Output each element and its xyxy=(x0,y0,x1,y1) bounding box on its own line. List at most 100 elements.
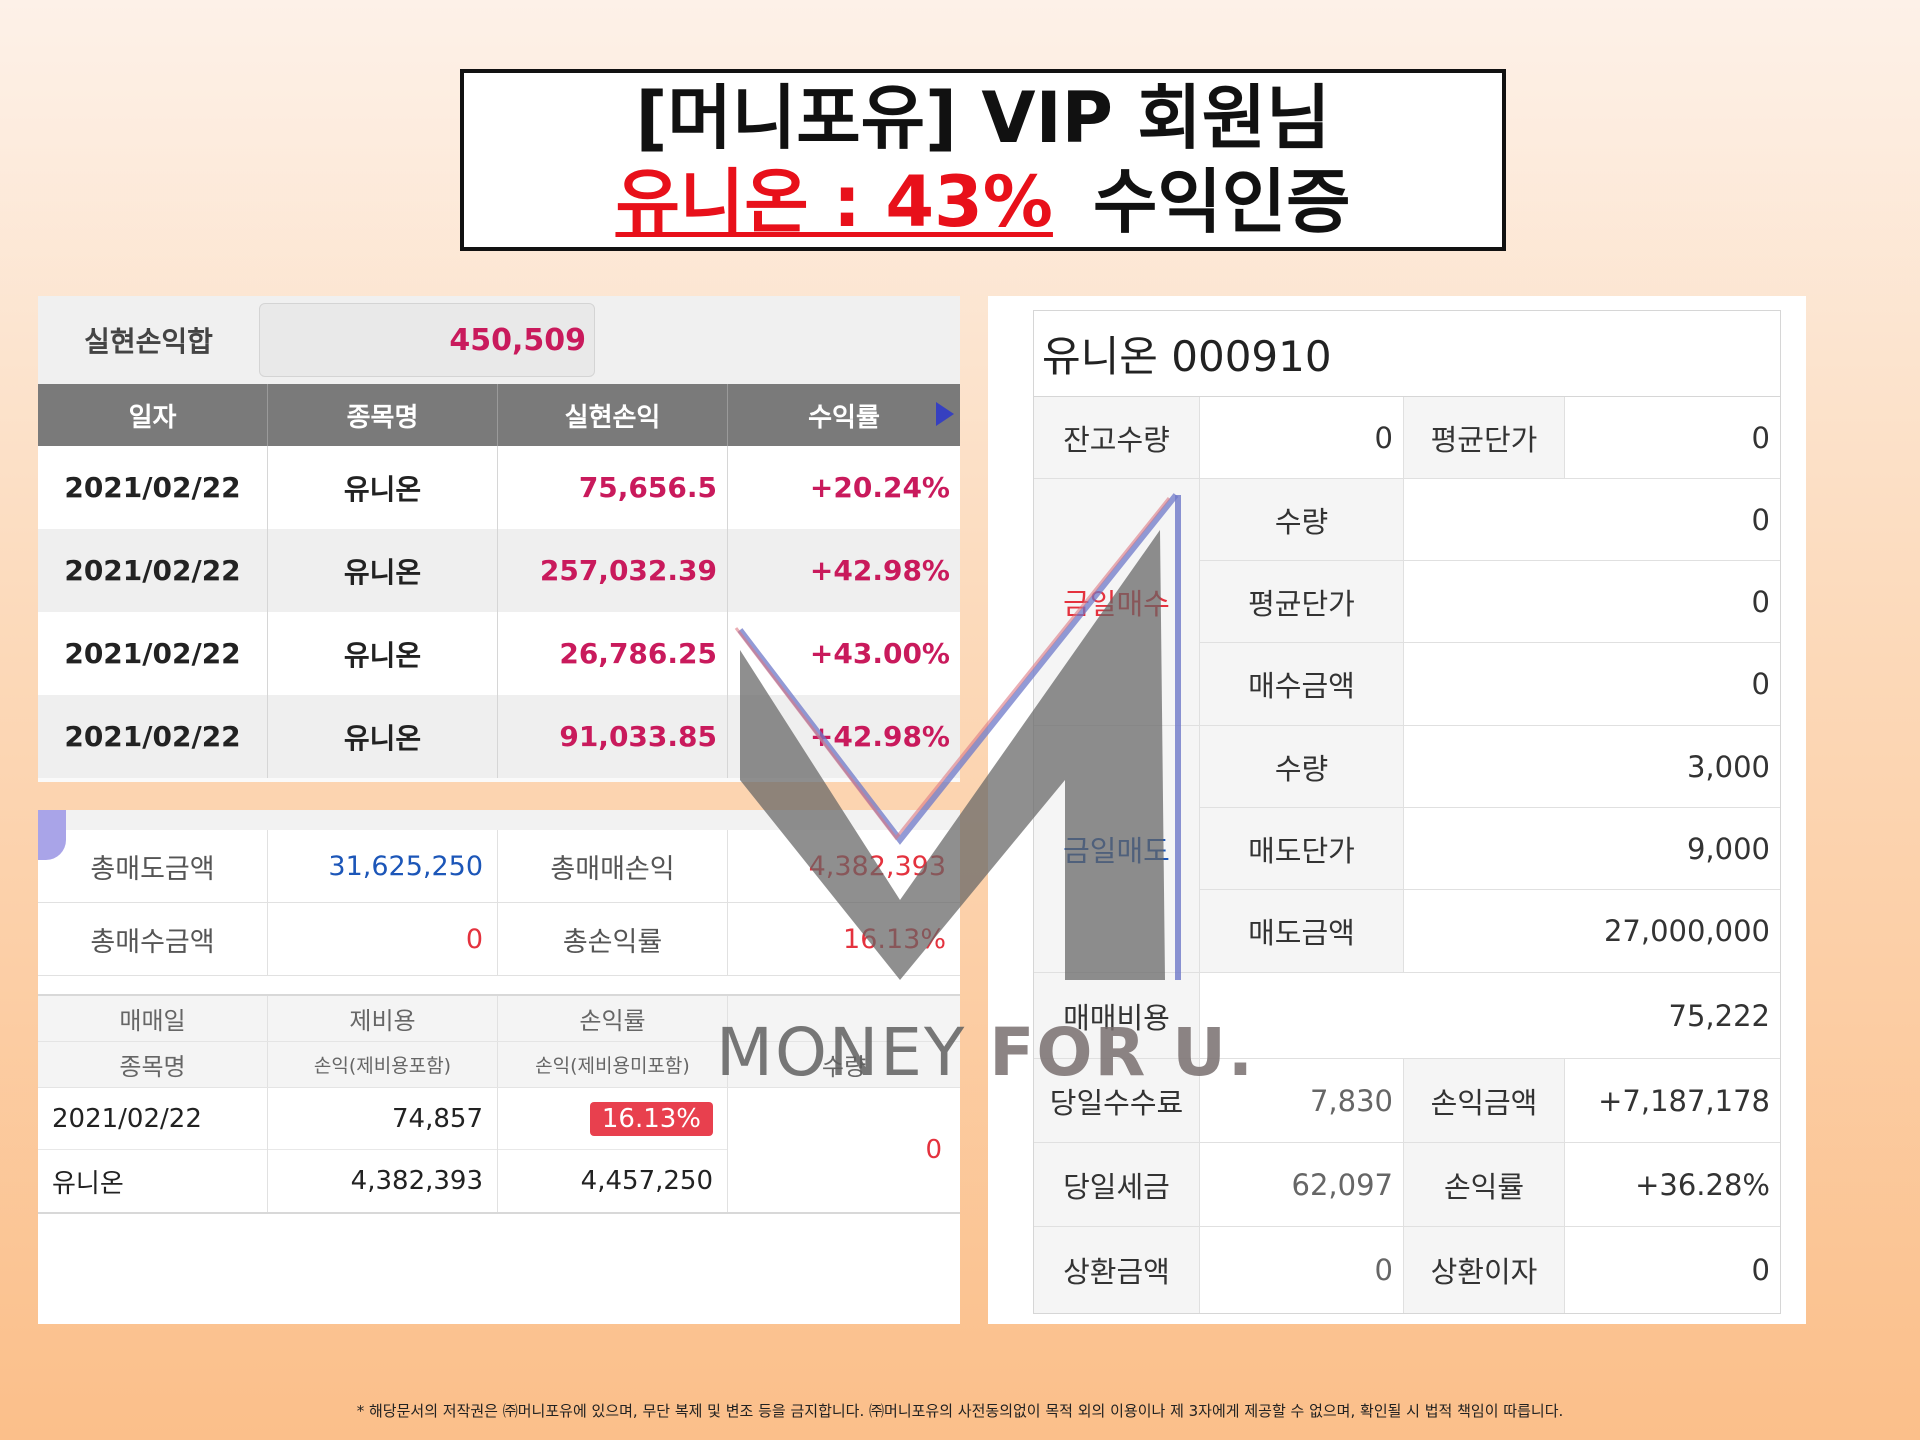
detail-col-2: 74,857 4,382,393 xyxy=(268,1088,498,1212)
realized-pnl-panel: 실현손익합 450,509 일자 종목명 실현손익 수익률 2021/02/22… xyxy=(38,296,960,782)
repay-row: 상환금액 0 상환이자 0 xyxy=(1034,1227,1780,1313)
total-sell-label: 총매도금액 xyxy=(38,830,268,902)
table-row[interactable]: 2021/02/22 유니온 26,786.25 +43.00% xyxy=(38,612,960,695)
watermark-text: MONEY FOR U. xyxy=(716,1014,1255,1091)
day-fee-label: 당일수수료 xyxy=(1034,1059,1200,1142)
detail-header-1: 매매일 제비용 손익률 xyxy=(38,996,960,1042)
balance-qty-value: 0 xyxy=(1200,397,1404,478)
balance-qty-label: 잔고수량 xyxy=(1034,397,1200,478)
row-name: 유니온 xyxy=(268,529,498,612)
total-trade-pnl-value: 4,382,393 xyxy=(808,850,946,882)
header-rate[interactable]: 수익률 xyxy=(728,384,960,446)
detail-fees: 74,857 xyxy=(268,1088,497,1151)
detail-pnl-incl: 4,382,393 xyxy=(350,1166,483,1196)
total-rate-label: 총손익률 xyxy=(498,903,728,975)
row-name: 유니온 xyxy=(268,695,498,778)
detail-trade-date: 2021/02/22 xyxy=(38,1088,267,1151)
panel-accent-tab xyxy=(38,810,66,860)
header-pnl[interactable]: 실현손익 xyxy=(498,384,728,446)
table-row[interactable]: 2021/02/22 유니온 257,032.39 +42.98% xyxy=(38,529,960,612)
buy-qty-value: 0 xyxy=(1751,502,1770,537)
buy-amount-row: 매수금액 0 xyxy=(1200,643,1780,725)
row-date: 2021/02/22 xyxy=(38,529,268,612)
buy-qty-label: 수량 xyxy=(1200,479,1404,560)
day-tax-value: 62,097 xyxy=(1200,1143,1404,1226)
row-rate: +42.98% xyxy=(809,554,950,587)
day-fee-value: 7,830 xyxy=(1200,1059,1404,1142)
pnl-amount-label: 손익금액 xyxy=(1404,1059,1565,1142)
title-rest: 수익인증 xyxy=(1092,161,1351,243)
day-tax-label: 당일세금 xyxy=(1034,1143,1200,1226)
trade-cost-value: 75,222 xyxy=(1668,998,1770,1033)
watermark-text-bold: FOR U. xyxy=(989,1014,1255,1091)
today-buy-group: 금일매수 수량 0 평균단가 0 매수금액 0 xyxy=(1034,479,1780,726)
detail-h-pnl-rate: 손익률 xyxy=(498,996,728,1041)
repay-amount-value: 0 xyxy=(1200,1227,1404,1313)
sell-price-row: 매도단가 9,000 xyxy=(1200,808,1780,890)
total-buy-value: 0 xyxy=(268,903,498,975)
detail-h-qty: 수량 xyxy=(821,1053,867,1081)
header-name[interactable]: 종목명 xyxy=(268,384,498,446)
detail-h-fees: 제비용 xyxy=(268,996,498,1041)
detail-header-2: 종목명 손익(제비용포함) 손익(제비용미포함) 수량 xyxy=(38,1042,960,1088)
buy-avg-row: 평균단가 0 xyxy=(1200,561,1780,643)
buy-amount-value: 0 xyxy=(1751,667,1770,701)
sell-qty-row: 수량 3,000 xyxy=(1200,726,1780,808)
total-rate-value: 16.13% xyxy=(843,923,946,955)
row-pnl: 26,786.25 xyxy=(498,612,728,695)
tax-row: 당일세금 62,097 손익률 +36.28% xyxy=(1034,1143,1780,1227)
detail-h-pnl-incl: 손익(제비용포함) xyxy=(268,1042,498,1087)
today-sell-group: 금일매도 수량 3,000 매도단가 9,000 매도금액 27,000,000 xyxy=(1034,726,1780,973)
trade-cost-label: 매매비용 xyxy=(1034,973,1200,1058)
total-trade-pnl-label: 총매매손익 xyxy=(498,830,728,902)
detail-name: 유니온 xyxy=(52,1168,124,1199)
fee-row: 당일수수료 7,830 손익금액 +7,187,178 xyxy=(1034,1059,1780,1143)
header-date[interactable]: 일자 xyxy=(38,384,268,446)
buy-qty-row: 수량 0 xyxy=(1200,479,1780,561)
avg-price-value: 0 xyxy=(1751,420,1770,455)
buy-avg-value: 0 xyxy=(1751,584,1770,619)
pnl-rate-value: +36.28% xyxy=(1635,1167,1770,1202)
title-highlight: 유니온 : 43% xyxy=(615,161,1053,243)
table-row[interactable]: 2021/02/22 유니온 75,656.5 +20.24% xyxy=(38,446,960,529)
sell-price-label: 매도단가 xyxy=(1200,808,1404,889)
detail-row[interactable]: 2021/02/22 유니온 74,857 4,382,393 16.13% 4… xyxy=(38,1088,960,1214)
sell-price-value: 9,000 xyxy=(1686,831,1770,866)
realized-sum-row: 실현손익합 450,509 xyxy=(38,296,960,384)
title-line1: [머니포유] VIP 회원님 xyxy=(635,77,1331,159)
avg-price-label: 평균단가 xyxy=(1404,397,1565,478)
pnl-amount-value: +7,187,178 xyxy=(1598,1083,1770,1118)
row-date: 2021/02/22 xyxy=(38,446,268,529)
repay-interest-label: 상환이자 xyxy=(1404,1227,1565,1313)
title-box: [머니포유] VIP 회원님 유니온 : 43% 수익인증 xyxy=(460,69,1506,251)
row-pnl: 257,032.39 xyxy=(498,529,728,612)
today-sell-label: 금일매도 xyxy=(1034,726,1200,972)
summary-row-2: 총매수금액 0 총손익률 16.13% xyxy=(38,903,960,976)
stock-title: 유니온 000910 xyxy=(1034,311,1780,397)
total-sell-value: 31,625,250 xyxy=(268,830,498,902)
table-row[interactable]: 2021/02/22 유니온 91,033.85 +42.98% xyxy=(38,695,960,778)
detail-pnl-excl: 4,457,250 xyxy=(580,1166,713,1196)
sell-amount-value: 27,000,000 xyxy=(1603,914,1770,948)
row-date: 2021/02/22 xyxy=(38,612,268,695)
detail-qty: 0 xyxy=(925,1135,942,1165)
title-line2: 유니온 : 43% 수익인증 xyxy=(615,160,1350,244)
detail-col-3: 16.13% 4,457,250 xyxy=(498,1088,728,1212)
panel-top-strip xyxy=(38,810,960,830)
total-buy-label: 총매수금액 xyxy=(38,903,268,975)
detail-h-pnl-excl: 손익(제비용미포함) xyxy=(498,1042,728,1087)
sell-amount-row: 매도금액 27,000,000 xyxy=(1200,890,1780,972)
sell-amount-label: 매도금액 xyxy=(1200,890,1404,972)
row-pnl: 91,033.85 xyxy=(498,695,728,778)
detail-h-trade-date: 매매일 xyxy=(38,996,268,1041)
summary-row-1: 총매도금액 31,625,250 총매매손익 4,382,393 xyxy=(38,830,960,903)
pnl-rate-badge: 16.13% xyxy=(589,1101,713,1136)
detail-h-name: 종목명 xyxy=(38,1042,268,1087)
buy-amount-label: 매수금액 xyxy=(1200,643,1404,725)
sell-qty-value: 3,000 xyxy=(1686,749,1770,784)
scroll-right-icon[interactable] xyxy=(936,402,954,426)
stock-detail-panel: 유니온 000910 잔고수량 0 평균단가 0 금일매수 수량 0 평균단가 … xyxy=(988,296,1806,1324)
row-rate: +42.98% xyxy=(809,720,950,753)
balance-row: 잔고수량 0 평균단가 0 xyxy=(1034,397,1780,479)
sell-qty-label: 수량 xyxy=(1200,726,1404,807)
